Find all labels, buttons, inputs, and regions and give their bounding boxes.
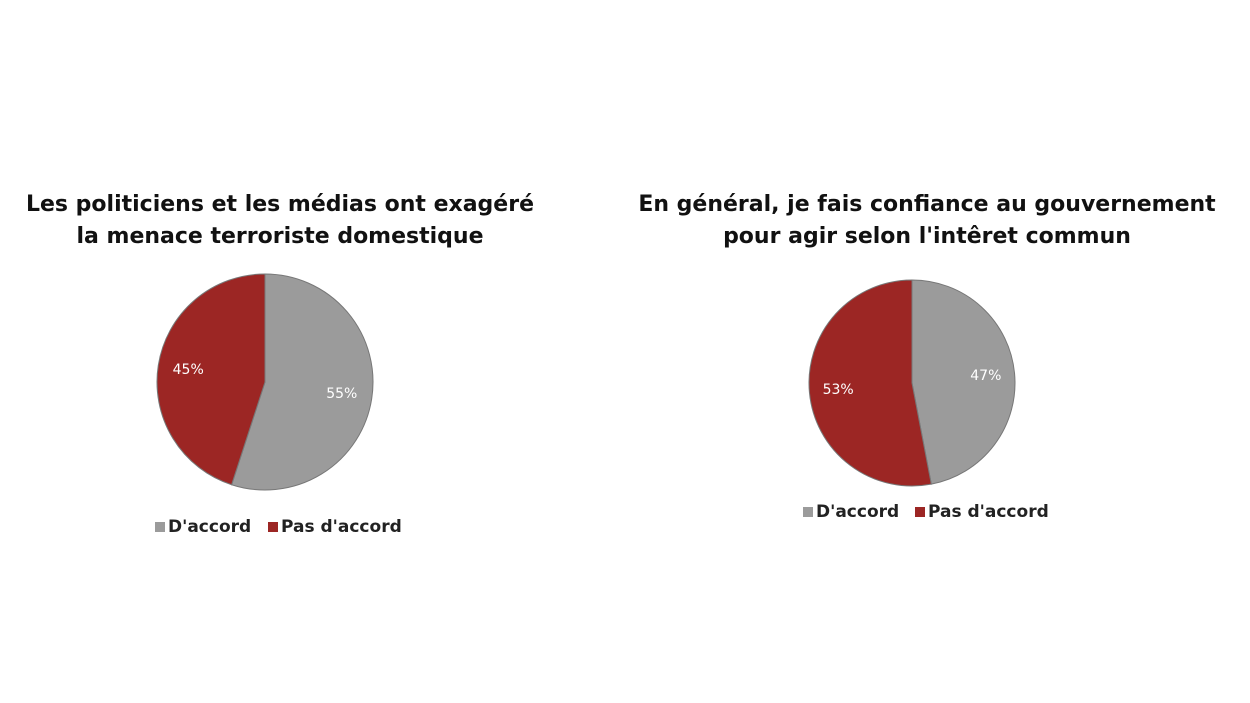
data-label: 55% (326, 386, 357, 402)
legend-swatch (268, 522, 278, 532)
pie-slice (808, 279, 932, 487)
data-label: 45% (173, 362, 204, 378)
chart-title: pour agir selon l'intêret commun (723, 224, 1131, 249)
data-label: 47% (970, 368, 1001, 384)
legend-label: D'accord (816, 502, 899, 522)
chart-title: Les politiciens et les médias ont exagér… (26, 192, 534, 217)
chart-title: la menace terroriste domestique (76, 224, 483, 249)
legend-label: D'accord (168, 517, 251, 537)
chart-title: En général, je fais confiance au gouvern… (638, 192, 1216, 217)
pie-slice (911, 279, 1016, 485)
legend-swatch (155, 522, 165, 532)
legend-label: Pas d'accord (281, 517, 402, 537)
legend-swatch (915, 507, 925, 517)
pie-slice (230, 273, 374, 491)
legend-swatch (803, 507, 813, 517)
data-label: 53% (823, 382, 854, 398)
legend-label: Pas d'accord (928, 502, 1049, 522)
pie-slice (156, 273, 266, 486)
